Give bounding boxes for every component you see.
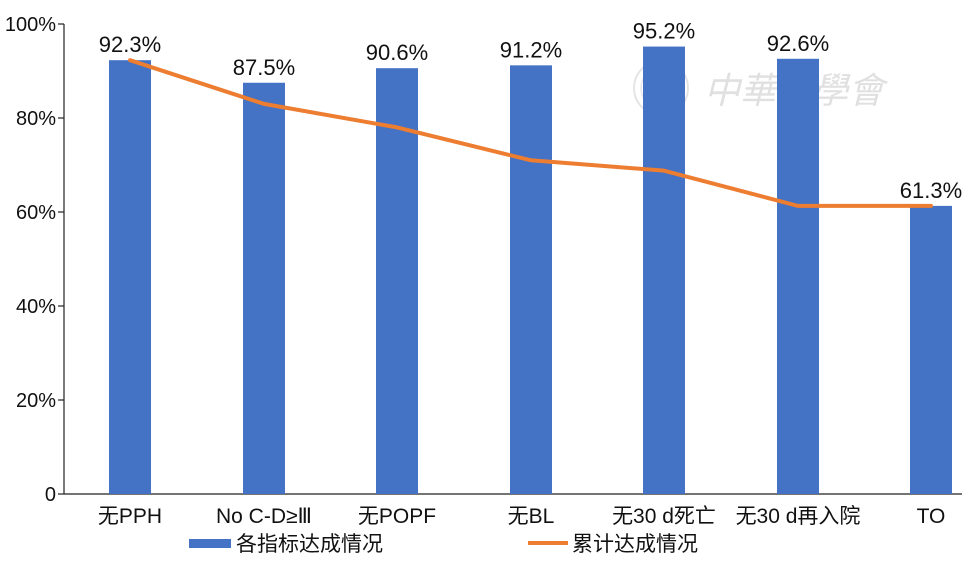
data-label-6: 92.6% — [767, 31, 829, 56]
category-label-3: 无POPF — [358, 505, 436, 528]
category-label-7: TO — [917, 505, 946, 528]
y-tick-label: 20% — [16, 390, 56, 412]
legend-bar-swatch — [189, 539, 231, 548]
data-label-7: 61.3% — [900, 178, 962, 203]
bar-4 — [510, 65, 552, 494]
bar-2 — [243, 83, 285, 494]
y-tick-label: 60% — [16, 202, 56, 224]
category-label-5: 无30 d死亡 — [612, 505, 716, 528]
y-tick-label: 100% — [5, 14, 56, 36]
data-label-4: 91.2% — [500, 37, 562, 62]
category-label-1: 无PPH — [98, 505, 162, 528]
bar-7 — [910, 206, 952, 494]
legend-line-label: 累计达成情况 — [572, 533, 698, 556]
y-tick-label: 0 — [45, 484, 56, 506]
category-label-6: 无30 d再入院 — [736, 505, 861, 528]
data-label-3: 90.6% — [366, 40, 428, 65]
data-label-2: 87.5% — [233, 55, 295, 80]
data-label-5: 95.2% — [633, 19, 695, 44]
bar-5 — [643, 47, 685, 494]
y-axis-ticks: 0 20% 40% 60% 80% 100% — [5, 14, 64, 506]
legend-bar-label: 各指标达成情况 — [236, 533, 383, 556]
category-label-4: 无BL — [508, 505, 555, 528]
bar-6 — [777, 59, 819, 494]
bar-series — [109, 47, 952, 494]
y-tick-label: 80% — [16, 108, 56, 130]
category-label-2: No C-D≥Ⅲ — [216, 505, 312, 528]
legend: 各指标达成情况 累计达成情况 — [189, 533, 698, 556]
x-axis-labels: 无PPH No C-D≥Ⅲ 无POPF 无BL 无30 d死亡无30 d再入院 TO — [98, 505, 945, 528]
y-tick-label: 40% — [16, 296, 56, 318]
bar-1 — [109, 60, 151, 494]
data-label-1: 92.3% — [99, 32, 161, 57]
